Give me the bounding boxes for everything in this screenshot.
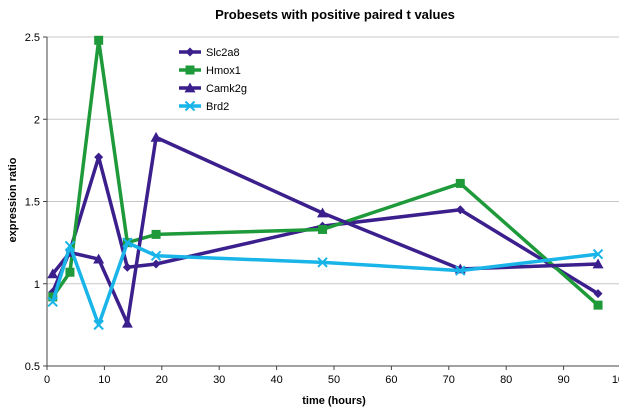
data-point-brd2 — [592, 248, 604, 260]
x-marker-stroke — [122, 237, 133, 248]
data-point-brd2 — [64, 240, 76, 252]
plot-area: 0.5 1 1.5 2 2.5 0 10 20 30 40 50 60 70 80 90 100 — [25, 32, 619, 386]
x-tick-label: 90 — [557, 374, 569, 386]
data-point-brd2 — [47, 296, 58, 308]
data-point-camk2g — [93, 253, 105, 264]
y-tick-label: 0.5 — [25, 361, 40, 373]
y-tick-label: 2.5 — [25, 32, 40, 44]
legend: Slc2a8 Hmox1 Camk2g Brd2 — [179, 47, 247, 113]
data-point-hmox1 — [151, 229, 161, 239]
data-point-hmox1 — [65, 267, 75, 277]
data-point-slc2a8 — [94, 152, 104, 162]
legend-item-hmox1: Hmox1 — [179, 65, 241, 77]
x-tick-label: 40 — [270, 374, 282, 386]
data-point-slc2a8 — [593, 289, 603, 299]
x-tick-label: 0 — [44, 374, 50, 386]
legend-marker-hmox1 — [185, 65, 195, 75]
data-point-brd2 — [150, 250, 162, 261]
chart-title: Probesets with positive paired t values — [215, 7, 455, 22]
x-tick-label: 30 — [213, 374, 225, 386]
x-marker-stroke — [64, 240, 76, 252]
x-marker-stroke — [317, 257, 328, 268]
x-marker-stroke — [455, 265, 466, 276]
data-point-hmox1 — [593, 300, 603, 310]
data-point-camk2g — [150, 131, 162, 142]
x-tick-label: 10 — [98, 374, 110, 386]
data-point-hmox1 — [318, 224, 328, 234]
x-marker-stroke — [47, 296, 58, 308]
data-point-hmox1 — [455, 178, 465, 188]
x-marker-stroke — [592, 248, 604, 260]
legend-item-brd2: Brd2 — [179, 100, 229, 113]
x-tick-label: 20 — [156, 374, 168, 386]
data-point-camk2g — [592, 258, 604, 269]
x-marker-stroke — [93, 319, 104, 331]
x-tick-label: 80 — [500, 374, 512, 386]
legend-label-camk2g: Camk2g — [206, 83, 247, 95]
series-brd2 — [47, 237, 604, 331]
series-line-camk2g — [51, 135, 599, 325]
x-marker-stroke — [184, 100, 196, 112]
legend-label-brd2: Brd2 — [206, 101, 229, 113]
y-tick-label: 2 — [34, 114, 40, 126]
x-tick-label: 100 — [612, 374, 619, 386]
legend-marker-camk2g — [184, 82, 196, 93]
data-point-slc2a8 — [455, 205, 465, 215]
x-tick-label: 60 — [385, 374, 397, 386]
x-tick-label: 70 — [443, 374, 455, 386]
legend-label-hmox1: Hmox1 — [206, 65, 241, 77]
legend-item-slc2a8: Slc2a8 — [179, 47, 240, 59]
legend-item-camk2g: Camk2g — [179, 82, 247, 95]
data-point-hmox1 — [94, 35, 104, 45]
x-tick-label: 50 — [328, 374, 340, 386]
x-marker-stroke — [150, 250, 162, 261]
series-line-brd2 — [51, 240, 599, 327]
data-point-camk2g — [121, 317, 133, 328]
legend-label-slc2a8: Slc2a8 — [206, 47, 240, 59]
legend-marker-brd2 — [184, 100, 196, 112]
data-point-camk2g — [47, 268, 59, 279]
data-point-camk2g — [317, 207, 329, 218]
y-tick-label: 1 — [34, 279, 40, 291]
x-axis-label: time (hours) — [302, 395, 366, 407]
data-point-slc2a8 — [122, 262, 132, 272]
data-point-slc2a8 — [151, 259, 161, 269]
y-axis-label: expression ratio — [7, 157, 19, 242]
data-point-brd2 — [122, 237, 133, 248]
data-point-brd2 — [455, 265, 466, 276]
data-point-brd2 — [93, 319, 104, 331]
y-tick-label: 1.5 — [25, 197, 40, 209]
data-point-brd2 — [317, 257, 328, 268]
legend-marker-slc2a8 — [185, 47, 195, 57]
